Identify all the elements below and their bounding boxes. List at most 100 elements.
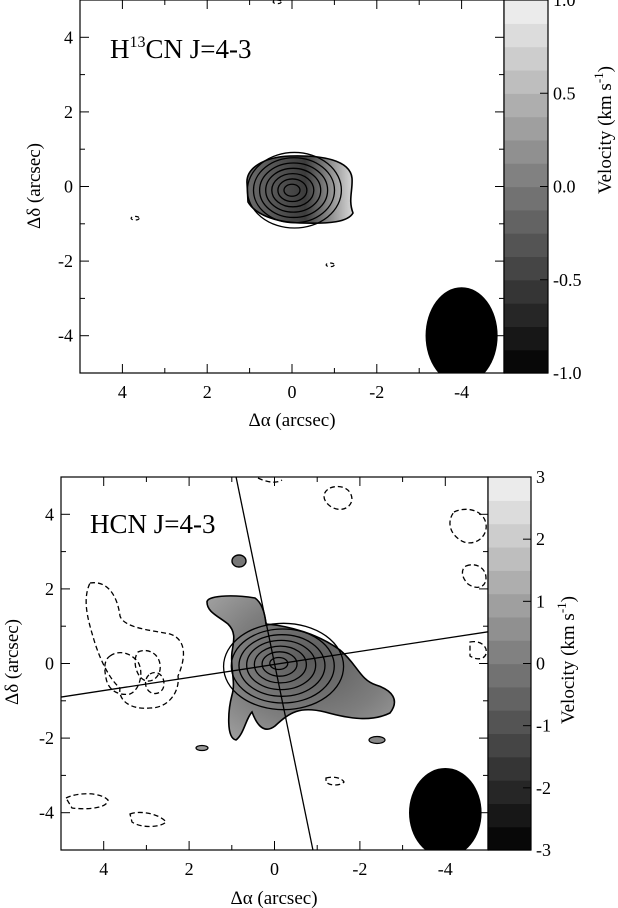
colorbar-level	[488, 756, 531, 781]
colorbar-level	[504, 46, 548, 71]
y-axis-title: Δδ (arcsec)	[2, 619, 23, 705]
colorbar-tick-label: 1	[536, 591, 545, 611]
solid-contour	[246, 151, 343, 229]
solid-contour	[253, 645, 308, 684]
solid-contour	[283, 183, 301, 197]
hcn-emission-blob	[195, 744, 209, 752]
solid-contour	[238, 634, 326, 697]
panel-hcn: 4 2 0 -2 -4 4 2 0 -2 -4 HCN J=4-3 Δα (arcsec) Δδ …	[2, 467, 579, 908]
colorbar-level	[504, 0, 548, 24]
colorbar-tick-label: -1.0	[553, 363, 582, 383]
h13cn-negative-contours	[130, 0, 335, 268]
x-tick-label: 2	[203, 382, 212, 402]
colorbar-tick-labels: 1.0 0.5 0.0 -0.5 -1.0	[553, 0, 582, 383]
colorbar	[488, 476, 531, 851]
x-axis-title: Δα (arcsec)	[248, 410, 335, 431]
negative-contour	[325, 776, 345, 786]
colorbar-level	[488, 546, 531, 571]
colorbar-level	[488, 593, 531, 618]
colorbar-level	[504, 326, 548, 351]
colorbar-tick-label: -3	[536, 840, 551, 860]
colorbar-level	[504, 279, 548, 304]
colorbar-level	[488, 710, 531, 735]
panel-title: H13CN J=4-3	[110, 34, 251, 64]
solid-contour	[265, 167, 322, 213]
x-tick-label: 0	[270, 859, 279, 879]
tick-labels: 4 2 0 -2 -4 4 2 0 -2 -4	[58, 27, 469, 402]
y-tick-label: -2	[58, 251, 73, 271]
colorbar-level	[488, 826, 531, 851]
colorbar-level	[504, 303, 548, 327]
solid-contour	[261, 651, 298, 677]
beam-ellipse	[409, 767, 482, 850]
colorbar-level	[504, 116, 548, 141]
colorbar-level	[504, 209, 548, 234]
axis-line	[235, 477, 314, 850]
negative-contour	[130, 215, 140, 221]
colorbar-title: Velocity (km s-1)	[554, 596, 579, 724]
colorbar-level	[504, 93, 548, 118]
colorbar-level	[504, 163, 548, 188]
negative-contour	[104, 651, 142, 696]
colorbar-level	[504, 69, 548, 94]
colorbar	[504, 0, 548, 374]
colorbar-level	[488, 686, 531, 711]
x-tick-label: 2	[185, 859, 194, 879]
y-tick-label: 0	[45, 654, 54, 674]
hcn-negative-contours	[65, 477, 487, 828]
colorbar-level	[504, 139, 548, 164]
solid-contour	[277, 178, 308, 203]
y-tick-label: 2	[64, 102, 73, 122]
colorbar-tick-label: -0.5	[553, 270, 582, 290]
x-tick-label: -2	[369, 382, 384, 402]
colorbar-tick-label: -2	[536, 778, 551, 798]
colorbar-level	[488, 500, 531, 525]
negative-contour	[129, 811, 167, 828]
solid-contour	[258, 162, 329, 219]
x-tick-label: -4	[454, 382, 469, 402]
negative-contour	[85, 582, 185, 709]
solid-contour	[246, 639, 317, 691]
colorbar-level	[504, 256, 548, 281]
tick-labels: 4 2 0 -2 -4 4 2 0 -2 -4	[39, 504, 453, 879]
colorbar-level	[488, 803, 531, 828]
panel-h13cn: 4 2 0 -2 -4 4 2 0 -2 -4 H13CN J=4-3 Δα (arcsec) Δ…	[24, 0, 616, 431]
colorbar-tick-label: -1	[536, 716, 551, 736]
axis-line	[61, 631, 488, 698]
colorbar-tick-label: 2	[536, 529, 545, 549]
negative-contour	[461, 564, 487, 589]
colorbar-level	[504, 349, 548, 374]
negative-contour	[272, 0, 282, 5]
negative-contour	[469, 640, 487, 660]
colorbar-level	[488, 640, 531, 665]
x-tick-label: -2	[352, 859, 367, 879]
negative-contour	[449, 508, 487, 544]
y-tick-label: 4	[45, 504, 54, 524]
colorbar-level	[488, 616, 531, 641]
y-tick-label: 0	[64, 177, 73, 197]
y-axis-title: Δδ (arcsec)	[24, 143, 45, 229]
hcn-emission-map	[206, 595, 396, 741]
colorbar-tick-label: 0.0	[553, 177, 576, 197]
negative-contour	[257, 477, 283, 483]
y-tick-label: -4	[39, 803, 54, 823]
colorbar-tick-labels: 3 2 1 0 -1 -2 -3	[536, 467, 551, 860]
solid-contour	[271, 172, 315, 208]
panel-title: HCN J=4-3	[90, 509, 215, 539]
y-tick-label: -2	[39, 728, 54, 748]
colorbar-level	[488, 663, 531, 688]
colorbar-level	[488, 780, 531, 804]
colorbar-title: Velocity (km s-1)	[591, 66, 616, 194]
colorbar-tick-label: 1.0	[553, 0, 576, 10]
negative-contour	[325, 262, 335, 268]
colorbar-level	[504, 233, 548, 258]
y-tick-label: 4	[64, 27, 73, 47]
hcn-emission-blob	[231, 554, 247, 568]
h13cn-contours	[246, 151, 343, 229]
axis-ticks	[79, 0, 505, 374]
colorbar-level	[488, 523, 531, 548]
colorbar-tick-label: 0.5	[553, 83, 576, 103]
colorbar-frame	[487, 476, 532, 851]
y-tick-label: 2	[45, 579, 54, 599]
